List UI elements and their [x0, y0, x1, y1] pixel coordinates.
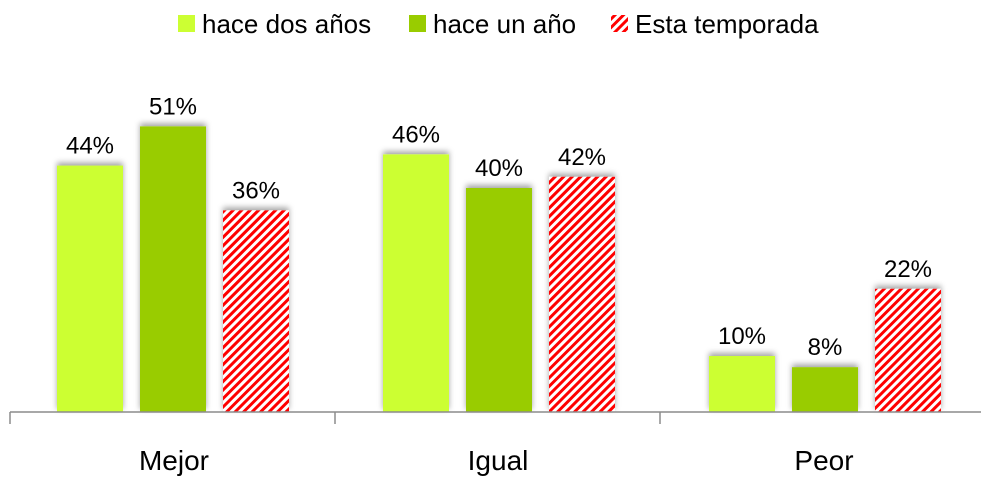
- data-label-peor-esta-temporada: 22%: [884, 256, 932, 283]
- data-label-igual-hace-dos-anos: 46%: [392, 121, 440, 148]
- legend-label-hace-un-ano: hace un año: [433, 9, 576, 39]
- bar-igual-hace-dos-anos: [383, 154, 449, 412]
- data-label-mejor-hace-dos-anos: 44%: [66, 133, 114, 160]
- data-label-mejor-esta-temporada: 36%: [232, 177, 280, 204]
- bar-peor-hace-dos-anos: [709, 356, 775, 412]
- legend: hace dos años hace un año Esta temporada: [178, 9, 819, 39]
- x-tick-label-mejor: Mejor: [139, 445, 209, 476]
- bar-mejor-esta-temporada: [223, 210, 289, 412]
- bar-igual-hace-un-ano: [466, 188, 532, 412]
- legend-swatch-hace-un-ano: [409, 15, 426, 32]
- data-label-peor-hace-dos-anos: 10%: [718, 323, 766, 350]
- data-labels-group: 44% 51% 36% 46% 40% 42% 10% 8% 22%: [66, 93, 932, 361]
- bar-mejor-hace-un-ano: [140, 126, 206, 413]
- legend-label-hace-dos-anos: hace dos años: [202, 9, 371, 39]
- data-label-igual-esta-temporada: 42%: [558, 144, 606, 171]
- legend-label-esta-temporada: Esta temporada: [635, 9, 819, 39]
- data-label-igual-hace-un-ano: 40%: [475, 155, 523, 182]
- bar-peor-esta-temporada: [875, 288, 941, 412]
- x-tick-label-igual: Igual: [468, 445, 529, 476]
- bar-mejor-hace-dos-anos: [57, 165, 123, 412]
- legend-swatch-esta-temporada: [611, 15, 628, 32]
- data-label-mejor-hace-un-ano: 51%: [149, 93, 197, 120]
- bar-peor-hace-un-ano: [792, 367, 858, 412]
- legend-swatch-hace-dos-anos: [178, 15, 195, 32]
- x-axis: Mejor Igual Peor: [9, 411, 981, 476]
- bars-group: [57, 126, 941, 413]
- x-tick-label-peor: Peor: [794, 445, 853, 476]
- data-label-peor-hace-un-ano: 8%: [808, 334, 843, 361]
- bar-igual-esta-temporada: [549, 176, 615, 412]
